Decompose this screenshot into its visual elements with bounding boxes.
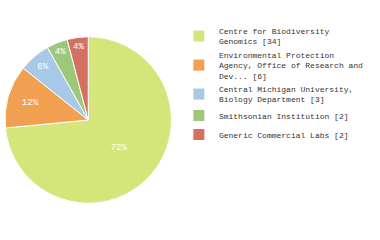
- svg-text:Generic Commercial Labs [2]: Generic Commercial Labs [2]: [219, 131, 349, 140]
- svg-text:72%: 72%: [111, 143, 128, 153]
- svg-text:4%: 4%: [73, 42, 84, 52]
- svg-text:Centre for BiodiversityGenomic: Centre for BiodiversityGenomics [34]: [219, 27, 330, 46]
- svg-text:6%: 6%: [37, 62, 48, 72]
- svg-text:Environmental ProtectionAgency: Environmental ProtectionAgency, Office o…: [219, 51, 363, 81]
- svg-text:4%: 4%: [55, 47, 66, 57]
- svg-text:12%: 12%: [22, 98, 39, 108]
- svg-text:Central Michigan University,Bi: Central Michigan University,Biology Depa…: [219, 85, 353, 104]
- svg-text:Smithsonian Institution [2]: Smithsonian Institution [2]: [219, 112, 349, 121]
